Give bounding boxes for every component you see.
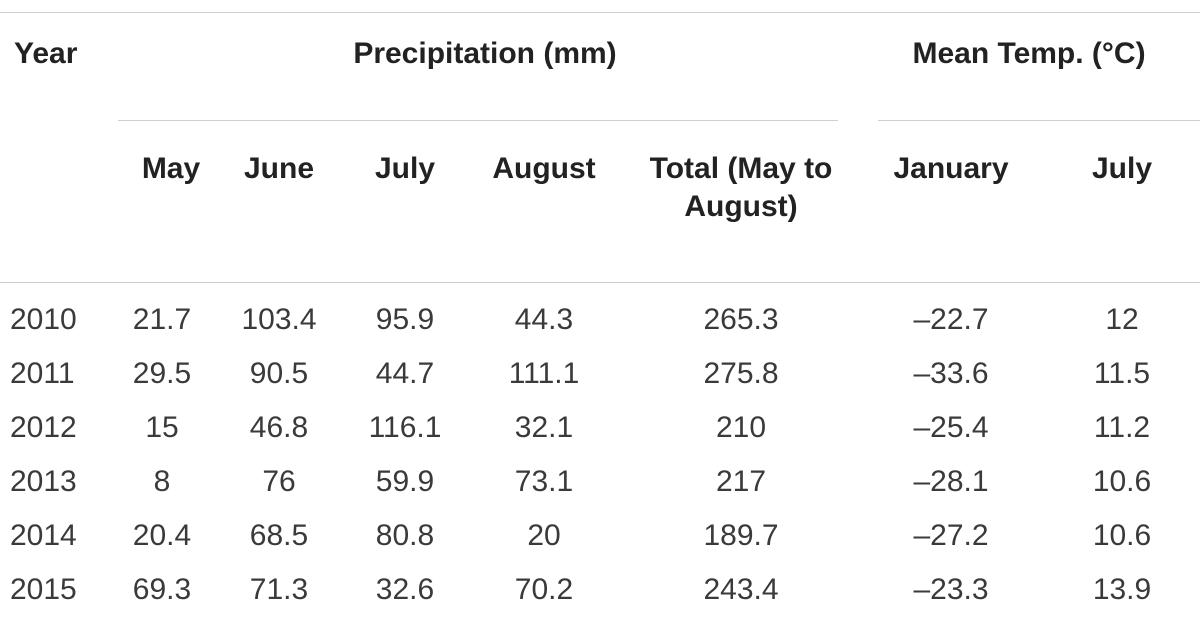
august-cell: 111.1 <box>508 357 580 390</box>
july-temp-cell: 12 <box>1105 303 1139 336</box>
january-temp-cell: –28.1 <box>913 465 989 498</box>
climate-table-container: Year Precipitation (mm) Mean Temp. (°C) … <box>0 12 1200 606</box>
august-cell: 32.1 <box>514 411 574 444</box>
july-cell: 95.9 <box>375 303 435 336</box>
total-cell: 243.4 <box>703 573 779 606</box>
table-row: 2012 15 46.8 116.1 32.1 210 –25.4 11.2 <box>0 401 1200 455</box>
may-cell: 69.3 <box>132 573 192 606</box>
july-temp-cell: 10.6 <box>1092 519 1152 552</box>
total-cell: 265.3 <box>703 303 779 336</box>
june-cell: 90.5 <box>249 357 309 390</box>
august-cell: 44.3 <box>514 303 574 336</box>
table-row: 2014 20.4 68.5 80.8 20 189.7 –27.2 10.6 <box>0 509 1200 563</box>
july-column-header: July <box>346 121 464 283</box>
precipitation-group-label: Precipitation (mm) <box>353 37 617 70</box>
total-cell: 217 <box>715 465 767 498</box>
year-cell: 2015 <box>10 573 77 606</box>
table-row: 2013 8 76 59.9 73.1 217 –28.1 10.6 <box>0 455 1200 509</box>
january-temp-cell: –22.7 <box>913 303 989 336</box>
january-temp-cell: –25.4 <box>913 411 989 444</box>
june-column-header: June <box>212 121 346 283</box>
climate-data-table: Year Precipitation (mm) Mean Temp. (°C) … <box>0 12 1200 617</box>
july-temp-cell: 11.2 <box>1093 411 1151 444</box>
july-cell: 44.7 <box>375 357 435 390</box>
table-row: 2011 29.5 90.5 44.7 111.1 275.8 –33.6 11… <box>0 347 1200 401</box>
august-column-header: August <box>464 121 624 283</box>
precipitation-group-rule <box>118 120 839 121</box>
may-column-header: May <box>112 121 212 283</box>
may-cell: 29.5 <box>132 357 192 390</box>
july-temp-cell: 11.5 <box>1093 357 1151 390</box>
year-cell: 2010 <box>10 303 77 336</box>
august-cell: 73.1 <box>514 465 574 498</box>
year-cell: 2011 <box>10 357 75 390</box>
january-temp-column-header: January <box>858 121 1045 283</box>
year-header-spacer <box>0 121 112 283</box>
january-temp-cell: –27.2 <box>913 519 989 552</box>
july-cell: 32.6 <box>375 573 435 606</box>
table-row: 2010 21.7 103.4 95.9 44.3 265.3 –22.7 12 <box>0 283 1200 348</box>
june-cell: 71.3 <box>249 573 309 606</box>
temperature-group-label: Mean Temp. (°C) <box>912 37 1146 70</box>
year-cell: 2012 <box>10 411 77 444</box>
august-cell: 20 <box>527 519 561 552</box>
may-cell: 20.4 <box>132 519 192 552</box>
june-cell: 46.8 <box>249 411 309 444</box>
year-cell: 2013 <box>10 465 77 498</box>
may-cell: 8 <box>153 465 171 498</box>
year-cell: 2014 <box>10 519 77 552</box>
total-cell: 189.7 <box>703 519 779 552</box>
sub-header-row: May June July August Total (May to Augus… <box>0 121 1200 283</box>
july-temp-cell: 13.9 <box>1092 573 1152 606</box>
table-row: 2015 69.3 71.3 32.6 70.2 243.4 –23.3 13.… <box>0 563 1200 617</box>
total-column-header: Total (May to August) <box>624 121 859 283</box>
temperature-group-header: Mean Temp. (°C) <box>858 13 1200 121</box>
june-cell: 103.4 <box>241 303 317 336</box>
july-temp-cell: 10.6 <box>1092 465 1152 498</box>
july-cell: 59.9 <box>375 465 435 498</box>
total-cell: 210 <box>715 411 767 444</box>
june-cell: 68.5 <box>249 519 309 552</box>
may-cell: 21.7 <box>132 303 192 336</box>
may-cell: 15 <box>145 411 179 444</box>
june-cell: 76 <box>262 465 296 498</box>
july-cell: 80.8 <box>375 519 435 552</box>
total-cell: 275.8 <box>703 357 779 390</box>
july-cell: 116.1 <box>368 411 442 444</box>
precipitation-group-header: Precipitation (mm) <box>112 13 858 121</box>
temperature-group-rule <box>878 120 1200 121</box>
january-temp-cell: –23.3 <box>913 573 989 606</box>
year-column-header: Year <box>14 37 78 70</box>
group-header-row: Year Precipitation (mm) Mean Temp. (°C) <box>0 13 1200 121</box>
january-temp-cell: –33.6 <box>913 357 989 390</box>
august-cell: 70.2 <box>514 573 574 606</box>
july-temp-column-header: July <box>1044 121 1200 283</box>
